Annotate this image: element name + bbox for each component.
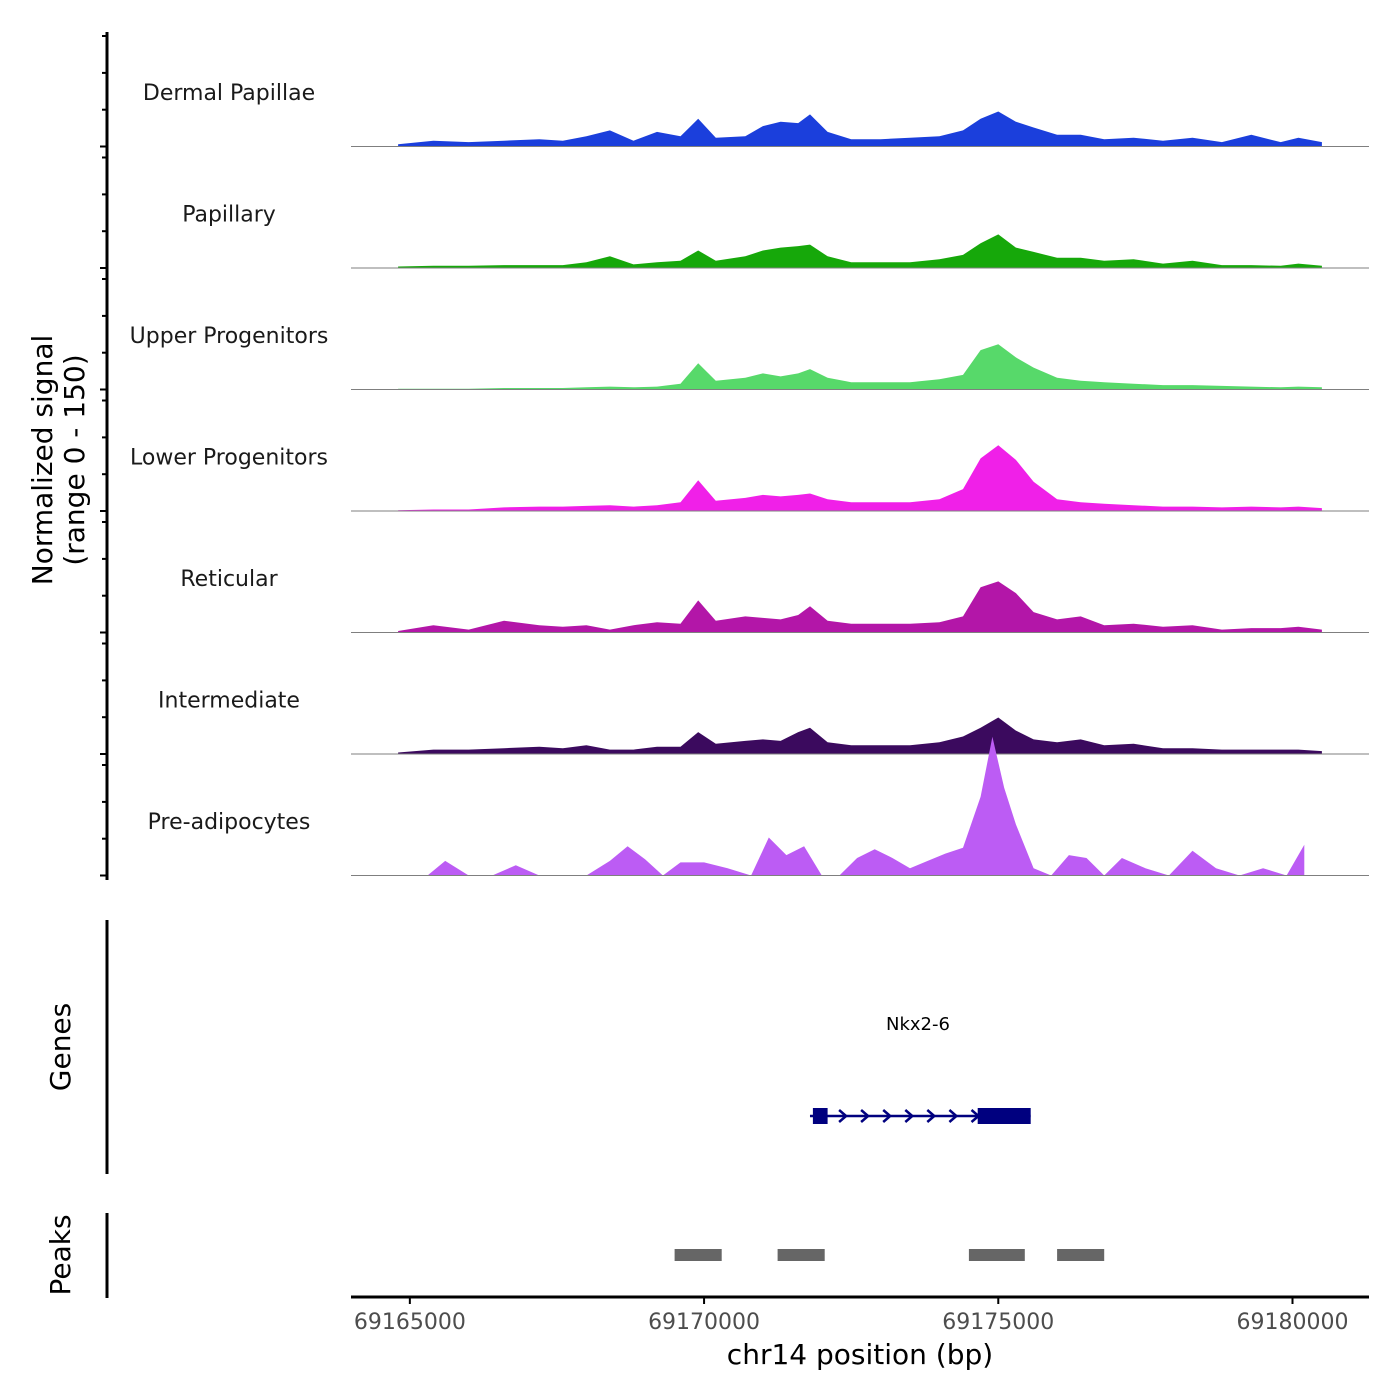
track-area: [398, 234, 1322, 268]
genes-axis-title: Genes: [44, 1003, 77, 1091]
peak-region: [674, 1249, 722, 1261]
strand-arrow: [860, 1109, 871, 1123]
track-label: Upper Progenitors: [130, 324, 329, 349]
track-area: [398, 736, 1305, 876]
track-area: [398, 581, 1322, 633]
peak-region: [968, 1249, 1025, 1261]
x-tick-label: 69165000: [354, 1310, 466, 1335]
gene-track: Nkx2-6: [809, 1014, 1031, 1124]
x-axis-title: chr14 position (bp): [727, 1338, 993, 1371]
peak-track: [674, 1249, 1105, 1261]
strand-arrow: [838, 1109, 849, 1123]
coverage-y-ticks: [100, 35, 107, 877]
track-area: [398, 111, 1322, 147]
peak-region: [777, 1249, 825, 1261]
track-label: Papillary: [182, 203, 276, 228]
strand-arrow: [882, 1109, 893, 1123]
track-label: Dermal Papillae: [143, 81, 315, 106]
gene-exon: [812, 1108, 828, 1124]
track-label: Reticular: [180, 567, 278, 592]
track-label: Lower Progenitors: [130, 446, 328, 471]
peak-region: [1057, 1249, 1105, 1261]
x-tick-label: 69175000: [942, 1310, 1054, 1335]
y-axis-title-line2: (range 0 - 150): [58, 354, 91, 565]
track-area: [398, 717, 1322, 754]
track-label: Pre-adipocytes: [148, 810, 311, 835]
peaks-axis-title: Peaks: [44, 1214, 77, 1295]
x-tick-label: 69170000: [648, 1310, 760, 1335]
gene-exon: [977, 1108, 1031, 1124]
strand-arrow: [948, 1109, 959, 1123]
x-tick-label: 69180000: [1237, 1310, 1349, 1335]
gene-label: Nkx2-6: [886, 1014, 950, 1035]
strand-arrow: [926, 1109, 937, 1123]
track-area: [398, 445, 1322, 511]
x-axis-ticks: 69165000 69170000 69175000 69180000: [354, 1297, 1349, 1335]
track-label: Intermediate: [158, 689, 300, 714]
strand-arrow: [904, 1109, 915, 1123]
coverage-tracks: Dermal Papillae Papillary Upper Progenitor…: [130, 81, 1369, 876]
y-axis-title-line1: Normalized signal: [26, 335, 59, 586]
track-area: [398, 344, 1322, 390]
